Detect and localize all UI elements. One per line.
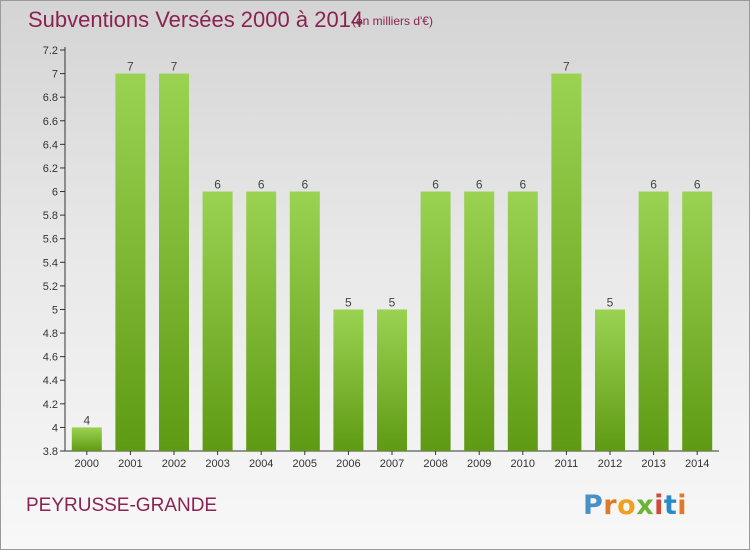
y-tick-label: 6.4 xyxy=(43,139,58,151)
chart-subtitle: (en milliers d'€) xyxy=(352,14,433,28)
y-tick-label: 6 xyxy=(52,187,58,199)
y-tick-label: 5.6 xyxy=(43,234,58,246)
y-tick-label: 6.8 xyxy=(43,92,58,104)
bar xyxy=(551,73,582,452)
logo-letter: o xyxy=(617,490,637,521)
y-tick-label: 5.8 xyxy=(43,210,58,222)
y-tick-label: 7 xyxy=(52,69,58,81)
logo-letter: P xyxy=(583,490,604,521)
data-label: 5 xyxy=(345,295,352,309)
x-tick-label: 2000 xyxy=(75,458,99,470)
data-label: 7 xyxy=(171,60,178,74)
data-label: 6 xyxy=(432,178,439,192)
x-tick-label: 2005 xyxy=(293,458,317,470)
x-tick-label: 2013 xyxy=(641,458,665,470)
y-tick-label: 6.6 xyxy=(43,116,58,128)
y-tick-label: 4.4 xyxy=(43,375,58,387)
bar xyxy=(595,309,625,451)
bar xyxy=(333,309,364,451)
x-tick-label: 2012 xyxy=(598,458,622,470)
proxiti-logo: Proxiti xyxy=(583,490,687,521)
chart-title: Subventions Versées 2000 à 2014 xyxy=(28,7,364,32)
logo-letter: r xyxy=(603,490,618,521)
commune-name: PEYRUSSE-GRANDE xyxy=(26,495,218,516)
chart-axes: 3.8 4 4.2 4.4 4.6 4.8 5 5.2 5.4 5.6 5.8 6 6.2 6.4 6.6 6… xyxy=(43,45,719,458)
bar xyxy=(159,73,189,452)
data-label: 4 xyxy=(83,413,90,427)
y-tick-label: 6.2 xyxy=(43,163,58,175)
x-tick-label: 2002 xyxy=(162,458,186,470)
data-label: 6 xyxy=(694,178,701,192)
x-tick-label: 2007 xyxy=(380,458,404,470)
data-label: 6 xyxy=(650,178,657,192)
x-tick-label: 2011 xyxy=(555,458,579,470)
bar xyxy=(246,191,277,451)
x-tick-label: 2014 xyxy=(685,458,709,470)
logo-letter: t xyxy=(663,490,678,521)
y-tick-label: 3.8 xyxy=(43,446,58,458)
x-tick-label: 2009 xyxy=(467,458,491,470)
bar xyxy=(115,73,146,452)
data-label: 7 xyxy=(127,60,134,74)
x-tick-label: 2001 xyxy=(118,458,142,470)
data-label: 6 xyxy=(258,178,265,192)
x-tick-label: 2003 xyxy=(205,458,229,470)
y-tick-label: 5.4 xyxy=(43,257,58,269)
bar xyxy=(682,191,713,451)
x-tick-label: 2010 xyxy=(511,458,535,470)
data-label: 5 xyxy=(389,295,396,309)
data-label: 6 xyxy=(519,178,526,192)
y-tick-label: 4 xyxy=(52,422,58,434)
y-tick-label: 7.2 xyxy=(43,45,58,57)
x-tick-label: 2006 xyxy=(336,458,360,470)
bar xyxy=(638,191,669,451)
logo-letter: x xyxy=(636,490,655,521)
bar xyxy=(377,309,407,451)
x-tick-label: 2004 xyxy=(249,458,273,470)
bar xyxy=(464,191,495,451)
bar xyxy=(420,191,451,451)
y-tick-label: 4.2 xyxy=(43,399,58,411)
data-label: 6 xyxy=(301,178,308,192)
chart-labels: 2000 4 2001 7 2002 7 2003 6 2004 6 2005 6 2006 5 2007 5… xyxy=(75,60,710,470)
y-tick-label: 5.2 xyxy=(43,281,58,293)
chart-bars xyxy=(71,73,713,452)
y-tick-label: 5 xyxy=(52,304,58,316)
logo-letter: i xyxy=(654,490,664,521)
data-label: 5 xyxy=(607,295,614,309)
y-tick-label: 4.6 xyxy=(43,352,58,364)
data-label: 7 xyxy=(563,60,570,74)
y-tick-label: 4.8 xyxy=(43,328,58,340)
bar xyxy=(71,427,102,451)
bar xyxy=(289,191,320,451)
bar xyxy=(507,191,538,451)
data-label: 6 xyxy=(476,178,483,192)
x-tick-label: 2008 xyxy=(423,458,447,470)
logo-letter: i xyxy=(677,490,688,521)
data-label: 6 xyxy=(214,178,221,192)
bar xyxy=(202,191,233,451)
